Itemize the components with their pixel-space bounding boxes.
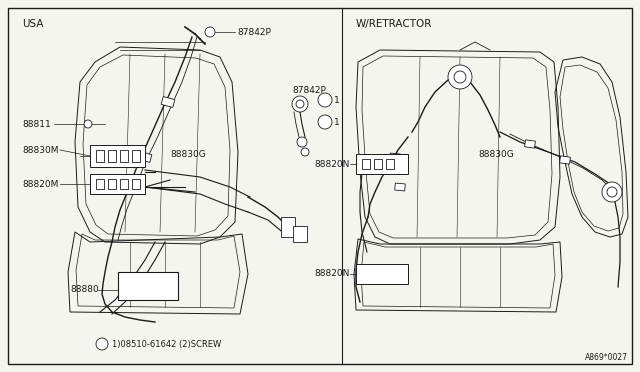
Circle shape bbox=[84, 120, 92, 128]
Bar bbox=[120, 150, 128, 162]
Bar bbox=[390, 153, 400, 161]
Bar bbox=[108, 150, 116, 162]
Bar bbox=[362, 159, 370, 169]
Bar bbox=[96, 150, 104, 162]
Circle shape bbox=[318, 115, 332, 129]
Text: 88820N: 88820N bbox=[315, 269, 350, 279]
Bar bbox=[96, 179, 104, 189]
Text: S: S bbox=[100, 340, 104, 349]
Text: 87842P: 87842P bbox=[292, 86, 326, 94]
Circle shape bbox=[292, 96, 308, 112]
Text: USA: USA bbox=[22, 19, 44, 29]
Text: 88880: 88880 bbox=[70, 285, 99, 295]
Bar bbox=[281, 217, 295, 237]
Bar bbox=[386, 159, 394, 169]
Text: 88830G: 88830G bbox=[170, 150, 205, 158]
Text: 88820M: 88820M bbox=[22, 180, 58, 189]
Text: A869*0027: A869*0027 bbox=[585, 353, 628, 362]
Bar bbox=[90, 145, 145, 167]
Bar bbox=[132, 150, 140, 162]
Text: 88811: 88811 bbox=[22, 119, 51, 128]
Circle shape bbox=[96, 338, 108, 350]
Circle shape bbox=[205, 27, 215, 37]
Bar bbox=[395, 183, 405, 191]
Bar bbox=[356, 264, 408, 284]
Bar bbox=[374, 159, 382, 169]
Text: 88820N: 88820N bbox=[315, 160, 350, 169]
Text: S: S bbox=[323, 119, 327, 125]
Circle shape bbox=[454, 71, 466, 83]
Circle shape bbox=[296, 100, 304, 108]
Circle shape bbox=[448, 65, 472, 89]
Bar bbox=[293, 226, 307, 242]
Text: S: S bbox=[323, 97, 327, 103]
Bar bbox=[559, 156, 570, 164]
Circle shape bbox=[297, 137, 307, 147]
Circle shape bbox=[607, 187, 617, 197]
Bar bbox=[356, 154, 408, 174]
Text: 88830G: 88830G bbox=[478, 150, 514, 158]
Bar bbox=[132, 179, 140, 189]
Text: W/RETRACTOR: W/RETRACTOR bbox=[356, 19, 433, 29]
Text: 87842P: 87842P bbox=[237, 28, 271, 36]
Bar bbox=[120, 179, 128, 189]
Text: 1)08510-61642 (2)SCREW: 1)08510-61642 (2)SCREW bbox=[112, 340, 221, 349]
Text: 1: 1 bbox=[334, 118, 340, 126]
Bar bbox=[525, 140, 536, 148]
Circle shape bbox=[301, 148, 309, 156]
Circle shape bbox=[602, 182, 622, 202]
Bar bbox=[118, 272, 178, 300]
Circle shape bbox=[318, 93, 332, 107]
Text: 1: 1 bbox=[334, 96, 340, 105]
Bar bbox=[138, 151, 152, 163]
Bar bbox=[161, 97, 175, 108]
Text: 88830M: 88830M bbox=[22, 145, 58, 154]
Bar bbox=[108, 179, 116, 189]
Bar bbox=[90, 174, 145, 194]
